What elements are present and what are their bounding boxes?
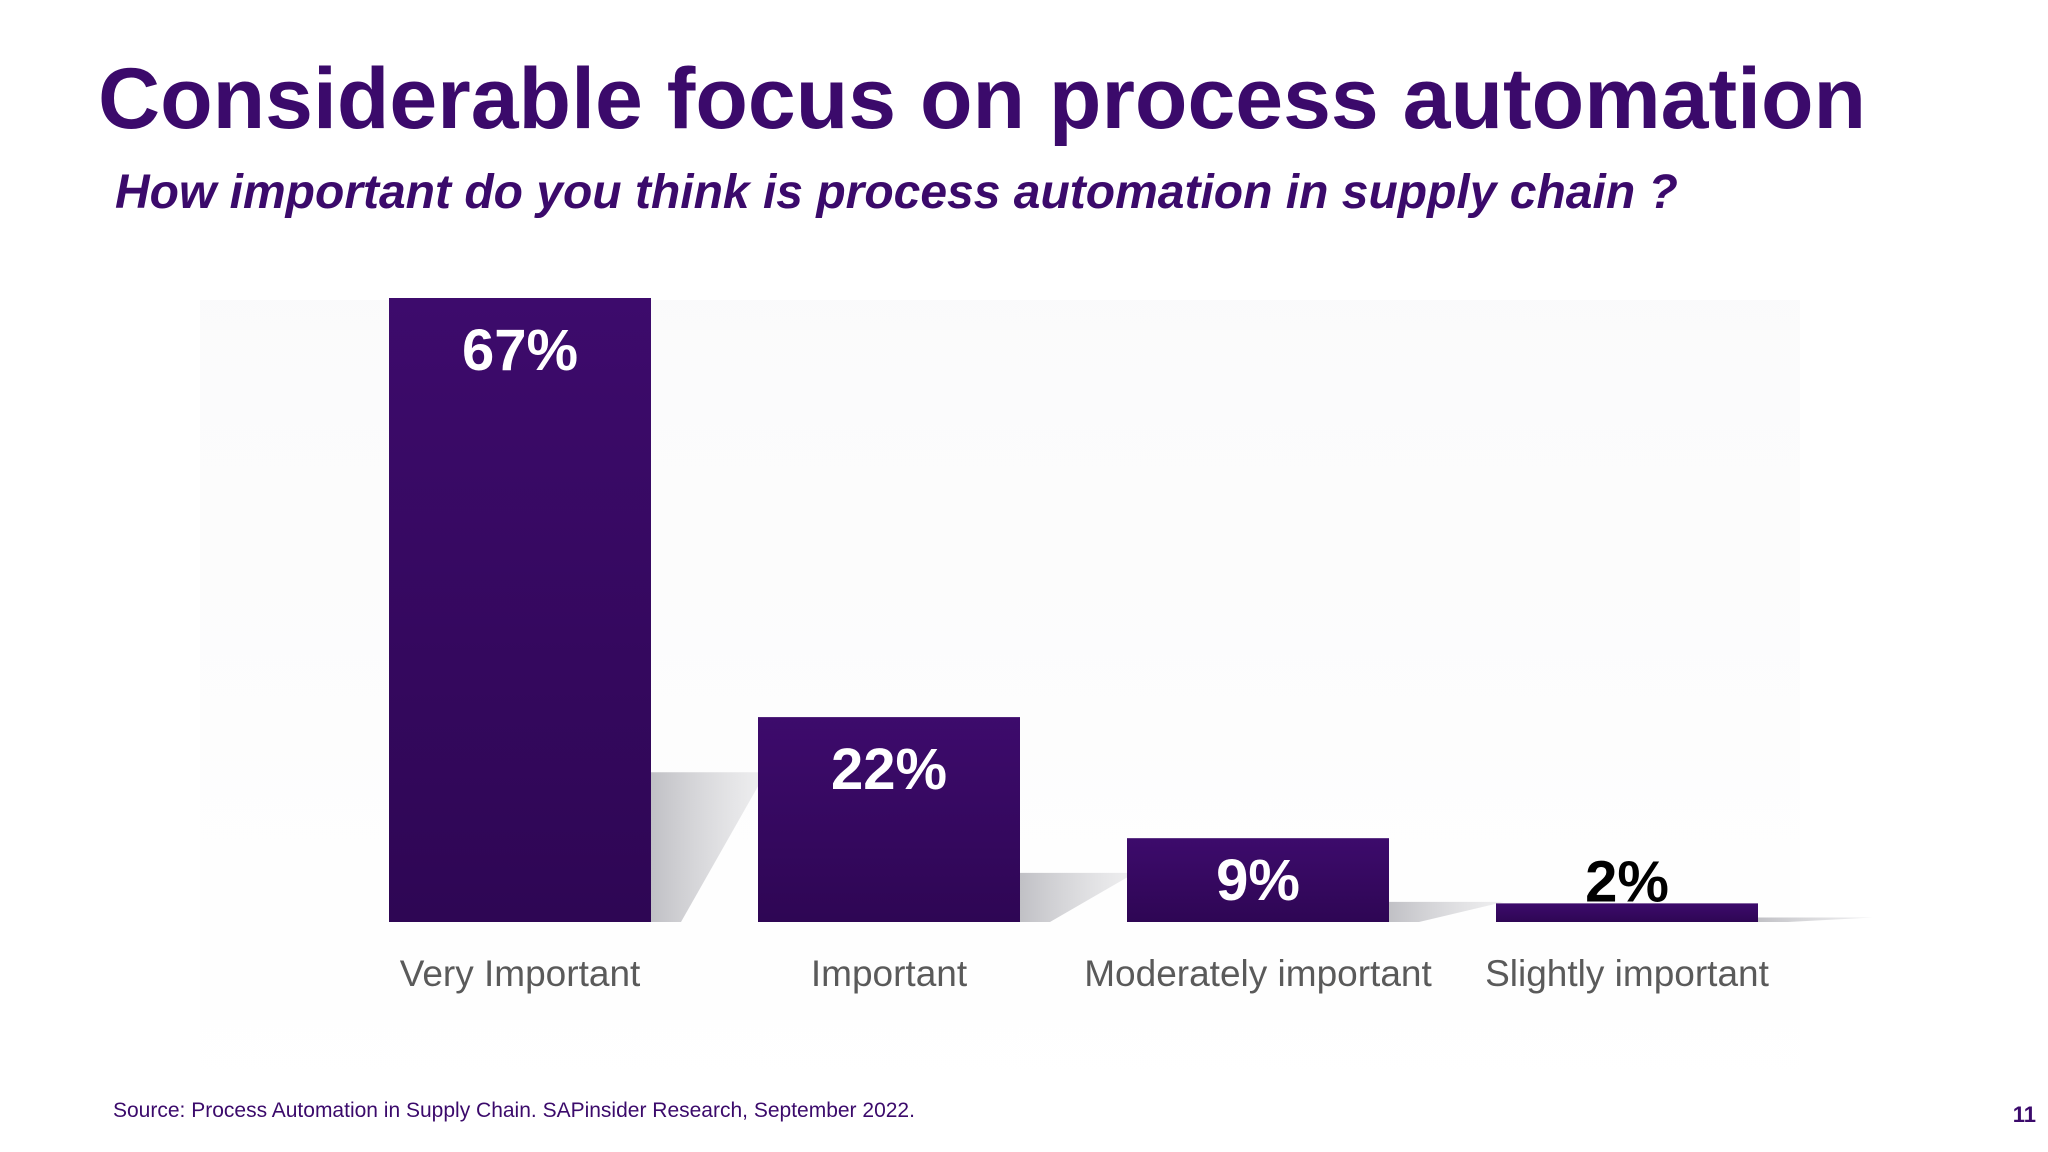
- category-label-slightly-important: Slightly important: [1485, 953, 1770, 994]
- category-label-moderately-important: Moderately important: [1084, 953, 1432, 994]
- bar-slightly-important: [1496, 903, 1758, 922]
- bar-very-important: [389, 298, 651, 922]
- category-labels: Very Important Important Moderately import…: [400, 953, 1770, 994]
- page-number: 11: [2012, 1102, 2036, 1127]
- bar-important: [758, 717, 1020, 922]
- slide-subtitle: How important do you think is process au…: [115, 166, 1678, 219]
- bar-shadow-important: [1020, 872, 1135, 922]
- value-label-moderately-important: 9%: [1216, 848, 1300, 913]
- category-label-important: Important: [811, 953, 968, 994]
- bar-shadow-slightly-important: [1758, 917, 1873, 922]
- value-label-important: 22%: [831, 737, 947, 802]
- bar-moderately-important: [1127, 838, 1389, 922]
- bar-shadows: [651, 772, 1873, 922]
- value-label-slightly-important: 2%: [1585, 849, 1669, 914]
- bars: [389, 298, 1758, 922]
- category-label-very-important: Very Important: [400, 953, 641, 994]
- source-note: Source: Process Automation in Supply Cha…: [113, 1099, 915, 1122]
- bar-shadow-very-important: [651, 772, 766, 922]
- value-label-very-important: 67%: [462, 318, 578, 383]
- value-labels: 67% 22% 9% 2%: [462, 318, 1669, 914]
- slide-title: Considerable focus on process automation: [98, 51, 1867, 147]
- bar-shadow-moderately-important: [1389, 901, 1504, 922]
